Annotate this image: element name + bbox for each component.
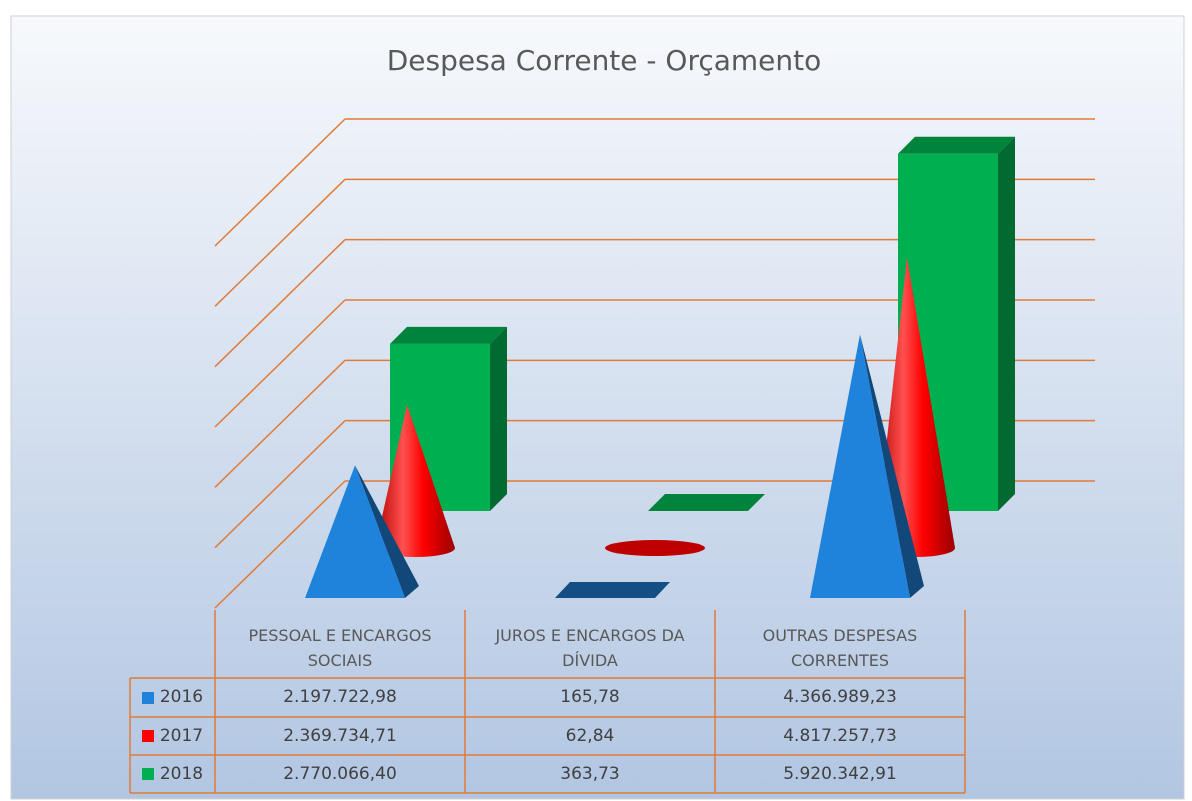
data-label: 2.770.066,40 <box>283 763 397 784</box>
data-label: 2.369.734,71 <box>283 725 397 746</box>
grid-line <box>214 118 346 247</box>
cone <box>375 405 455 557</box>
pyramid <box>305 465 419 598</box>
legend-entry: 2018 <box>130 755 215 793</box>
category-header: JUROS E ENCARGOS DA DÍVIDA <box>495 626 685 670</box>
column-side <box>998 136 1015 512</box>
pyramid-side <box>355 465 419 598</box>
column <box>648 493 765 511</box>
pyramid <box>810 334 924 598</box>
grid-line <box>214 420 346 549</box>
legend-entry: 2017 <box>130 717 215 755</box>
legend-swatch <box>141 768 154 780</box>
grid-line <box>214 299 346 428</box>
legend-swatch <box>141 691 154 704</box>
grid-line <box>214 359 346 488</box>
data-label: 62,84 <box>565 725 615 746</box>
grid-line <box>214 480 346 609</box>
pyramid-front <box>305 465 405 598</box>
data-label: 4.366.989,23 <box>783 687 897 707</box>
bar <box>555 582 670 598</box>
data-label: 2.197.722,98 <box>283 687 397 707</box>
chart-title: Despesa Corrente - Orçamento <box>387 44 822 77</box>
data-label: 4.817.257,73 <box>783 725 897 746</box>
column-top <box>390 326 507 344</box>
column-side <box>490 326 507 511</box>
legend-label: 2017 <box>159 725 204 746</box>
data-label: 363,73 <box>560 763 620 784</box>
legend-swatch <box>141 730 154 742</box>
legend-label: 2018 <box>159 763 204 784</box>
legend-label: 2016 <box>159 687 204 707</box>
column-top <box>648 493 765 511</box>
category-header: OUTRAS DESPESAS CORRENTES <box>762 626 918 670</box>
grid-line <box>214 178 346 307</box>
category-header: PESSOAL E ENCARGOS SOCIAIS <box>248 626 432 670</box>
data-label: 165,78 <box>560 687 620 707</box>
bar <box>605 540 705 556</box>
data-label: 5.920.342,91 <box>783 763 897 784</box>
pyramid-side <box>860 334 924 598</box>
pyramid-front <box>810 334 910 598</box>
column-top <box>898 136 1015 154</box>
grid-line <box>214 239 346 368</box>
column-side <box>748 493 765 511</box>
legend-entry: 2016 <box>130 678 215 717</box>
